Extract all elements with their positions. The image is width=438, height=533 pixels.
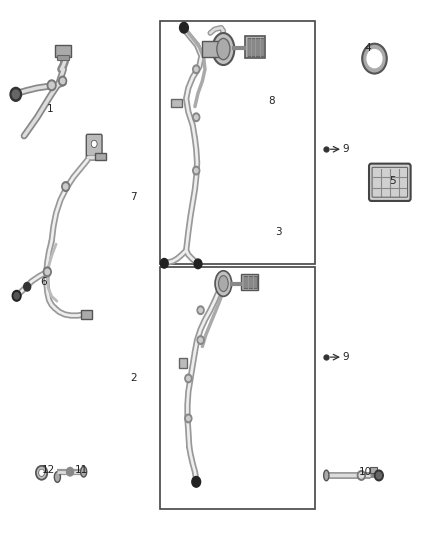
Ellipse shape [215, 271, 232, 296]
Circle shape [180, 22, 188, 33]
Circle shape [192, 477, 201, 487]
Circle shape [194, 115, 198, 119]
Text: 5: 5 [389, 176, 396, 186]
Text: 7: 7 [130, 192, 137, 202]
Circle shape [49, 82, 54, 88]
Text: 6: 6 [40, 278, 47, 287]
Text: 11: 11 [74, 465, 88, 475]
Ellipse shape [219, 276, 228, 292]
Text: 3: 3 [275, 227, 282, 237]
Circle shape [193, 113, 200, 122]
Circle shape [67, 467, 74, 476]
Bar [160, 21, 315, 264]
Circle shape [160, 259, 168, 268]
Circle shape [60, 78, 65, 84]
Ellipse shape [212, 33, 234, 65]
Circle shape [187, 416, 190, 421]
Bar [55, 45, 71, 57]
Circle shape [59, 76, 67, 86]
Circle shape [64, 184, 68, 189]
Bar [81, 310, 92, 319]
Bar [171, 99, 182, 107]
Circle shape [367, 50, 382, 68]
Circle shape [62, 182, 70, 191]
Circle shape [36, 466, 47, 480]
Circle shape [14, 293, 19, 299]
Circle shape [197, 336, 204, 344]
Circle shape [194, 168, 198, 173]
Circle shape [376, 472, 381, 479]
Circle shape [194, 259, 202, 269]
Circle shape [193, 166, 200, 175]
Circle shape [359, 473, 364, 478]
Circle shape [194, 67, 198, 71]
Text: 10: 10 [359, 467, 372, 477]
Bar [241, 274, 258, 290]
Ellipse shape [324, 470, 329, 481]
Circle shape [185, 374, 192, 383]
Bar [247, 38, 264, 56]
Circle shape [12, 290, 21, 301]
Circle shape [24, 282, 31, 291]
Circle shape [362, 44, 387, 74]
Circle shape [199, 338, 202, 342]
Circle shape [12, 90, 19, 99]
Circle shape [187, 376, 190, 381]
Bar [243, 276, 257, 288]
Circle shape [45, 269, 49, 274]
Circle shape [185, 414, 192, 423]
Text: 9: 9 [343, 352, 350, 362]
FancyBboxPatch shape [369, 164, 411, 201]
Circle shape [199, 308, 202, 312]
Bar [202, 41, 223, 57]
Text: 1: 1 [47, 104, 54, 114]
Ellipse shape [54, 472, 60, 482]
Circle shape [197, 306, 204, 314]
Bar [95, 153, 106, 160]
Text: 12: 12 [42, 465, 55, 475]
Circle shape [357, 471, 365, 480]
Bar [245, 36, 265, 58]
Text: 8: 8 [268, 96, 275, 106]
Text: 2: 2 [130, 374, 137, 383]
Bar [57, 55, 69, 60]
FancyBboxPatch shape [86, 134, 102, 156]
Text: 4: 4 [364, 43, 371, 53]
Circle shape [91, 140, 97, 148]
Circle shape [10, 87, 21, 101]
Ellipse shape [217, 38, 230, 60]
Circle shape [39, 469, 45, 477]
Bar [179, 358, 187, 368]
Circle shape [374, 470, 383, 481]
Bar [370, 467, 377, 473]
Circle shape [193, 65, 200, 74]
Ellipse shape [81, 466, 87, 477]
Bar [160, 266, 315, 509]
Circle shape [43, 267, 51, 277]
Text: 9: 9 [343, 144, 350, 154]
Circle shape [47, 80, 56, 91]
